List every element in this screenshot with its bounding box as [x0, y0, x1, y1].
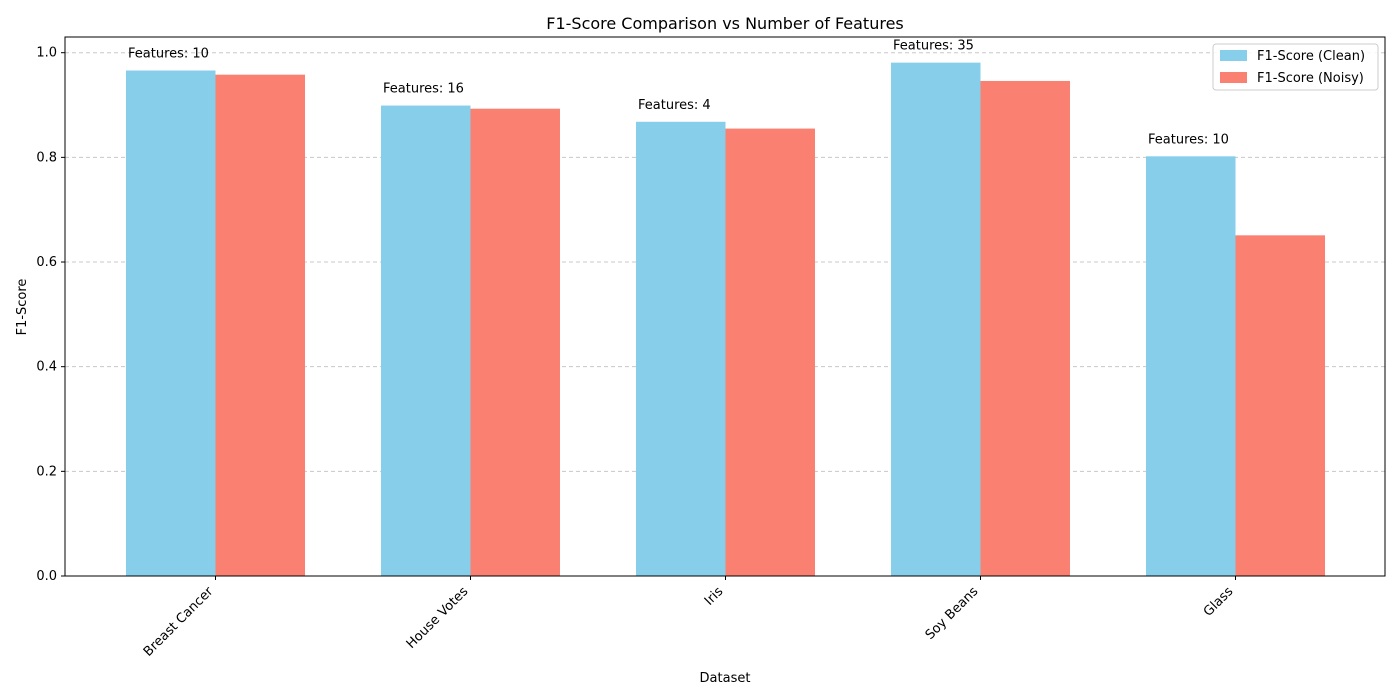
bars	[126, 62, 1325, 577]
y-axis-label: F1-Score	[15, 279, 30, 336]
legend-swatch	[1220, 50, 1247, 61]
bar-clean	[1146, 156, 1236, 576]
y-tick-label: 0.2	[36, 464, 57, 479]
legend-entry: F1-Score (Clean)	[1257, 49, 1365, 64]
bar-clean	[126, 70, 216, 576]
y-tick-label: 0.4	[36, 360, 57, 375]
legend: F1-Score (Clean) F1-Score (Noisy)	[1212, 43, 1379, 91]
feature-count-annotation: Features: 16	[383, 82, 464, 97]
x-tick-label: Soy Beans	[923, 584, 982, 643]
x-tick-label: Glass	[1201, 584, 1237, 620]
y-tick-label: 1.0	[36, 46, 57, 61]
x-axis-label: Dataset	[700, 671, 751, 686]
legend-box	[1212, 43, 1379, 91]
bar-noisy	[470, 108, 560, 576]
bar-noisy	[980, 80, 1070, 577]
bar-clean	[636, 121, 726, 577]
x-tick-label: Breast Cancer	[141, 584, 217, 660]
bar-clean	[381, 105, 471, 576]
bar-noisy	[725, 128, 815, 576]
y-tick-label: 0.6	[36, 255, 57, 270]
legend-swatch	[1220, 72, 1247, 83]
y-tick-label: 0.8	[36, 150, 57, 165]
x-axis: Breast Cancer House Votes Iris Soy Beans Gla…	[141, 576, 1237, 660]
feature-count-annotation: Features: 35	[893, 39, 974, 54]
feature-count-annotation: Features: 10	[1148, 132, 1229, 147]
y-axis: 0.0 0.2 0.4 0.6 0.8 1.0	[36, 46, 65, 584]
x-tick-label: Iris	[702, 584, 727, 609]
x-tick-label: House Votes	[404, 584, 472, 652]
y-tick-label: 0.0	[36, 569, 57, 584]
annotations: Features: 10 Features: 16 Features: 4 Featu…	[128, 39, 1229, 148]
bar-clean	[891, 62, 981, 577]
bar-noisy	[215, 74, 305, 576]
legend-entry: F1-Score (Noisy)	[1257, 71, 1364, 86]
bar-noisy	[1235, 235, 1325, 577]
feature-count-annotation: Features: 4	[638, 98, 711, 113]
feature-count-annotation: Features: 10	[128, 46, 209, 61]
chart-title: F1-Score Comparison vs Number of Feature…	[546, 14, 904, 33]
